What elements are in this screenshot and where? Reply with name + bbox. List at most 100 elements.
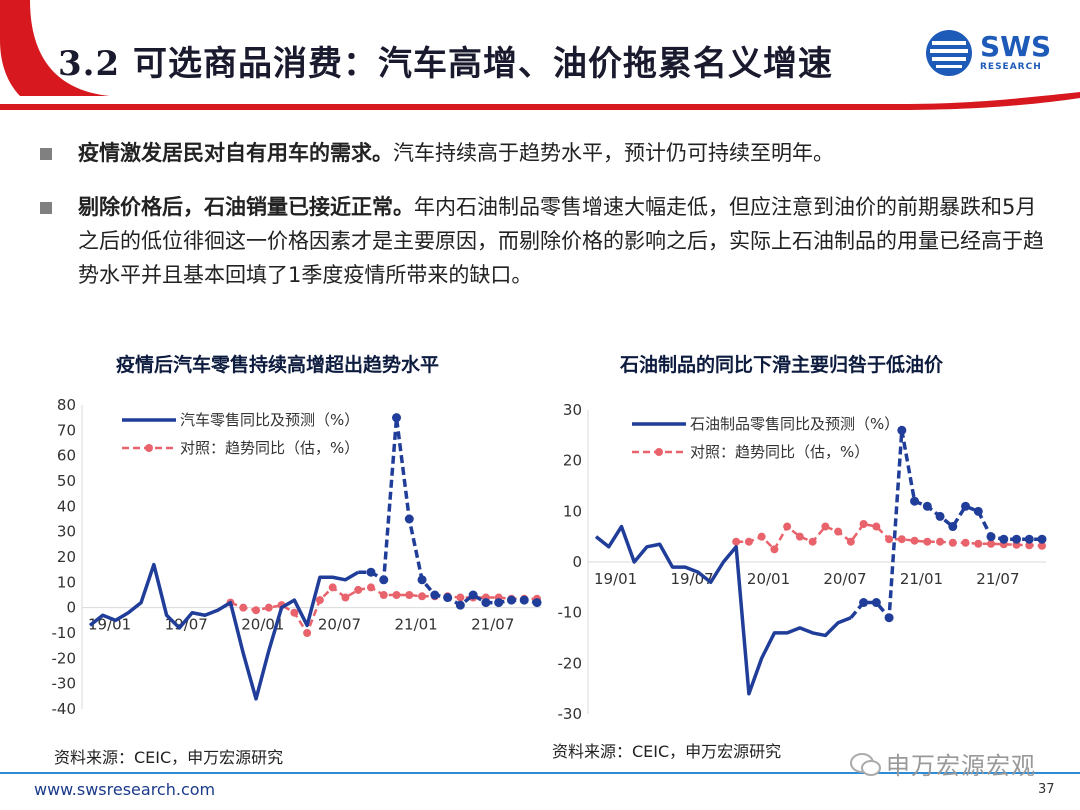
y-tick-label: 20 (563, 452, 582, 470)
forecast-point (986, 532, 996, 542)
trend-point (859, 520, 868, 528)
forecast-point (379, 575, 389, 585)
trend-point (252, 606, 261, 615)
trend-point (834, 527, 843, 536)
trend-point (821, 522, 830, 531)
y-tick-label: 0 (572, 553, 582, 571)
y-tick-label: 70 (57, 421, 76, 439)
legend-trend-marker (145, 444, 153, 452)
forecast-point (922, 501, 932, 511)
y-tick-label: 20 (57, 548, 76, 566)
sws-logo-icon (926, 30, 972, 76)
y-tick-label: 30 (57, 523, 76, 541)
trend-point (923, 537, 932, 546)
y-tick-label: -40 (52, 700, 77, 718)
trend-point (846, 537, 855, 546)
trend-point (948, 538, 957, 547)
forecast-point (404, 514, 414, 524)
x-tick-label: 19/01 (594, 570, 637, 588)
trend-point (872, 522, 881, 531)
logo-text: SWS (980, 30, 1052, 63)
chart-2-source: 资料来源：CEIC，申万宏源研究 (552, 742, 782, 761)
x-tick-label: 20/07 (823, 570, 866, 588)
legend-trend-label: 对照：趋势同比（估，%） (690, 443, 869, 461)
page-number: 37 (1038, 782, 1055, 797)
bullet-1-text: 汽车持续高于趋势水平，预计仍可持续至明年。 (393, 141, 834, 165)
legend-actual-label: 汽车零售同比及预测（%） (180, 411, 359, 429)
trend-point (974, 539, 983, 548)
forecast-point (494, 598, 504, 608)
trend-point (783, 522, 792, 531)
trend-point (987, 539, 996, 548)
forecast-point (871, 598, 881, 608)
trend-point (354, 585, 363, 594)
forecast-point (506, 595, 516, 605)
series-actual-line (594, 524, 852, 696)
bullet-1-bold: 疫情激发居民对自有用车的需求。 (78, 141, 393, 165)
chart-1-source: 资料来源：CEIC，申万宏源研究 (54, 748, 284, 767)
trend-point (405, 591, 414, 599)
trend-point (366, 583, 375, 592)
bullet-2-bold: 剔除价格后，石油销量已接近正常。 (78, 195, 414, 219)
forecast-point (519, 595, 529, 605)
y-tick-label: 10 (563, 502, 582, 520)
trend-point (897, 535, 906, 544)
trend-point (315, 596, 324, 605)
y-tick-label: -30 (558, 705, 583, 723)
wechat-icon (850, 753, 881, 776)
trend-point (328, 583, 337, 592)
bullet-2: 剔除价格后，石油销量已接近正常。年内石油制品零售增速大幅走低，但应注意到油价的前… (40, 190, 1050, 292)
forecast-point (366, 567, 376, 577)
y-tick-label: 0 (66, 599, 76, 617)
trend-point (795, 532, 804, 541)
trend-point (744, 537, 753, 546)
header-red-curve (0, 0, 110, 96)
x-tick-label: 19/07 (165, 616, 208, 634)
forecast-point (948, 522, 958, 532)
forecast-point (961, 501, 971, 511)
y-tick-label: -20 (558, 654, 583, 672)
legend-trend-label: 对照：趋势同比（估，%） (180, 439, 359, 457)
forecast-point (1012, 534, 1022, 544)
legend-trend-marker (655, 448, 663, 456)
header-band (0, 0, 1080, 110)
trend-point (379, 591, 388, 599)
trend-point (1038, 541, 1046, 550)
y-tick-label: -10 (52, 624, 77, 642)
y-tick-label: 50 (57, 472, 76, 490)
header-red-line (0, 92, 1080, 110)
trend-point (885, 535, 894, 544)
forecast-point (884, 613, 894, 623)
page-title: 3.2 可选商品消费：汽车高增、油价拖累名义增速 (58, 44, 833, 84)
footer-url[interactable]: www.swsresearch.com (34, 780, 216, 799)
trend-point (456, 593, 465, 602)
forecast-point (999, 534, 1009, 544)
forecast-point (468, 590, 478, 600)
forecast-point (455, 600, 465, 610)
y-tick-label: 10 (57, 573, 76, 591)
bullet-1: 疫情激发居民对自有用车的需求。汽车持续高于趋势水平，预计仍可持续至明年。 (40, 136, 1050, 170)
trend-point (290, 608, 299, 617)
bullet-2-text: 年内石油制品零售增速大幅走低，但应注意到油价的前期暴跌和5月之后的低位徘徊这一价… (78, 195, 1044, 287)
forecast-point (910, 496, 920, 506)
series-actual-line (88, 562, 360, 701)
forecast-point (532, 598, 542, 608)
forecast-point (897, 425, 907, 435)
forecast-point (392, 413, 402, 423)
y-tick-label: 30 (563, 401, 582, 419)
x-tick-label: 21/01 (900, 570, 943, 588)
trend-point (239, 603, 248, 612)
forecast-point (430, 590, 440, 600)
forecast-point (859, 598, 869, 608)
x-tick-label: 21/07 (471, 616, 514, 634)
trend-point (264, 603, 273, 612)
forecast-point (1024, 534, 1034, 544)
forecast-point (481, 598, 491, 608)
chart-2-title: 石油制品的同比下滑主要归咎于低油价 (620, 354, 944, 376)
trend-point (303, 629, 312, 637)
trend-point (910, 536, 919, 545)
sws-logo: SWS RESEARCH (924, 28, 1064, 78)
legend-actual-label: 石油制品零售同比及预测（%） (690, 415, 899, 433)
trend-point (1025, 541, 1034, 550)
x-tick-label: 20/07 (318, 616, 361, 634)
